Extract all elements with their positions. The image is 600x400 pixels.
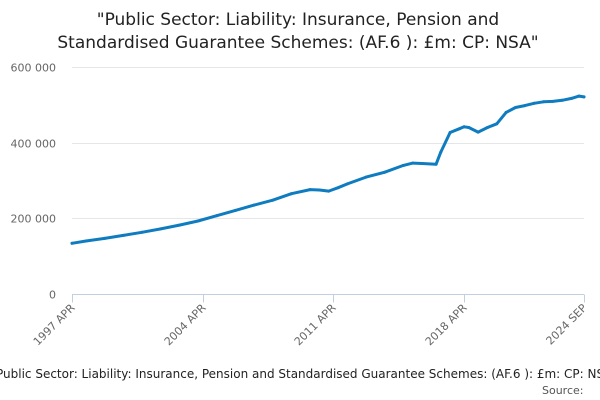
data-point: [495, 122, 499, 126]
gridlines: [72, 67, 584, 219]
footer-series-title: Public Sector: Liability: Insurance, Pen…: [0, 367, 600, 381]
series-line: [70, 94, 586, 245]
data-point: [458, 127, 461, 131]
x-tick-label: 1997 APR: [31, 301, 78, 348]
data-point: [514, 106, 517, 109]
chart-title-line-2: Standardised Guarantee Schemes: (AF.6 ):…: [57, 33, 538, 53]
data-point: [434, 162, 438, 166]
data-point: [233, 208, 237, 212]
x-axis-tick-labels: 1997 APR 2004 APR 2011 APR 2018 APR 2024 SEP: [31, 301, 590, 348]
data-point: [551, 99, 555, 103]
data-point: [560, 98, 564, 102]
data-point: [327, 189, 331, 193]
x-tick-label: 2024 SEP: [544, 301, 590, 347]
axes: [72, 294, 585, 303]
data-point: [103, 236, 107, 240]
data-point: [252, 203, 256, 207]
x-tick-label: 2004 APR: [162, 301, 209, 348]
data-point: [383, 170, 387, 174]
data-point: [411, 161, 415, 165]
y-axis-tick-labels: 0 200 000 400 000 600 000: [11, 62, 57, 302]
data-point: [317, 188, 321, 192]
data-point: [532, 101, 536, 105]
data-point: [448, 131, 452, 134]
x-tick-label: 2018 APR: [423, 301, 470, 348]
data-point: [177, 223, 181, 227]
data-point: [462, 125, 466, 129]
data-point: [523, 104, 527, 108]
chart-footer: Public Sector: Liability: Insurance, Pen…: [0, 367, 600, 397]
data-point: [84, 239, 88, 243]
y-tick-label: 200 000: [11, 213, 57, 226]
series-layer: [70, 94, 586, 245]
chart-title: "Public Sector: Liability: Insurance, Pe…: [57, 10, 538, 53]
data-point: [582, 95, 586, 99]
data-point: [140, 230, 144, 234]
data-point: [289, 192, 293, 196]
y-tick-label: 0: [49, 289, 56, 302]
data-point: [476, 130, 480, 134]
data-point: [401, 163, 405, 167]
y-tick-label: 400 000: [11, 138, 57, 151]
data-point: [364, 175, 368, 179]
data-point: [439, 150, 443, 154]
data-point: [504, 110, 508, 114]
data-point: [159, 227, 163, 231]
data-point: [70, 241, 74, 245]
data-point: [308, 188, 312, 192]
data-point: [196, 219, 200, 223]
data-point: [121, 233, 125, 237]
data-point: [486, 126, 489, 129]
data-point: [345, 182, 349, 186]
data-point: [577, 94, 581, 98]
y-tick-label: 600 000: [11, 62, 57, 75]
data-point: [215, 214, 219, 218]
data-point: [271, 198, 275, 202]
data-point: [570, 96, 573, 100]
data-point: [542, 100, 545, 104]
x-tick-label: 2011 APR: [292, 301, 339, 348]
chart-title-line-1: "Public Sector: Liability: Insurance, Pe…: [97, 10, 499, 30]
footer-source-label: Source:: [542, 384, 584, 397]
data-point: [467, 126, 471, 129]
data-point: [420, 162, 424, 165]
data-point: [336, 186, 340, 190]
